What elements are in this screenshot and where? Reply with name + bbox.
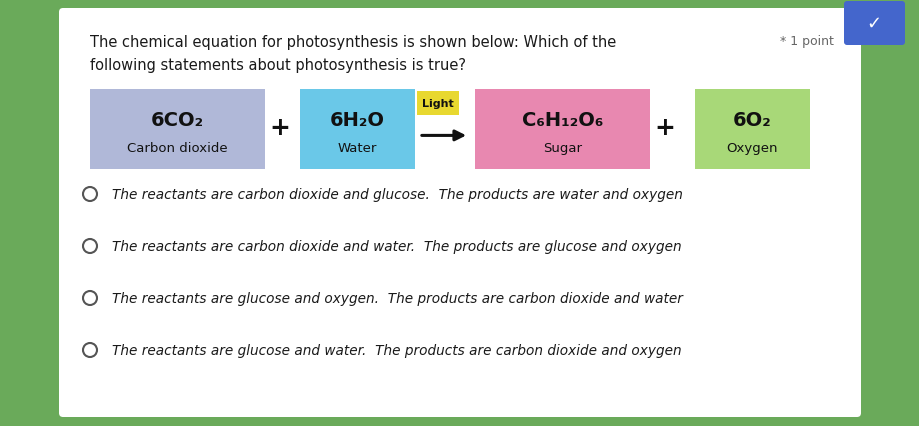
Text: C₆H₁₂O₆: C₆H₁₂O₆	[521, 111, 603, 130]
Text: The reactants are glucose and water.  The products are carbon dioxide and oxygen: The reactants are glucose and water. The…	[112, 343, 681, 357]
Text: The reactants are carbon dioxide and glucose.  The products are water and oxygen: The reactants are carbon dioxide and glu…	[112, 187, 682, 201]
FancyBboxPatch shape	[90, 90, 265, 170]
Text: 6CO₂: 6CO₂	[151, 111, 204, 130]
FancyBboxPatch shape	[300, 90, 414, 170]
Text: * 1 point: * 1 point	[779, 35, 833, 48]
FancyBboxPatch shape	[416, 92, 459, 116]
Text: Oxygen: Oxygen	[726, 141, 777, 155]
Text: +: +	[269, 116, 290, 140]
FancyBboxPatch shape	[59, 9, 860, 417]
Text: The chemical equation for photosynthesis is shown below: Which of the: The chemical equation for photosynthesis…	[90, 35, 616, 50]
Text: Carbon dioxide: Carbon dioxide	[127, 141, 228, 155]
Text: 6H₂O: 6H₂O	[330, 111, 384, 130]
Text: following statements about photosynthesis is true?: following statements about photosynthesi…	[90, 58, 466, 73]
Text: +: +	[653, 116, 675, 140]
Text: Water: Water	[337, 141, 377, 155]
FancyBboxPatch shape	[474, 90, 650, 170]
Text: ✓: ✓	[866, 15, 880, 33]
Text: Sugar: Sugar	[542, 141, 582, 155]
Text: Light: Light	[422, 99, 453, 109]
Text: The reactants are glucose and oxygen.  The products are carbon dioxide and water: The reactants are glucose and oxygen. Th…	[112, 291, 682, 305]
FancyBboxPatch shape	[694, 90, 809, 170]
FancyBboxPatch shape	[843, 2, 904, 46]
Text: 6O₂: 6O₂	[732, 111, 771, 130]
Text: The reactants are carbon dioxide and water.  The products are glucose and oxygen: The reactants are carbon dioxide and wat…	[112, 239, 681, 253]
